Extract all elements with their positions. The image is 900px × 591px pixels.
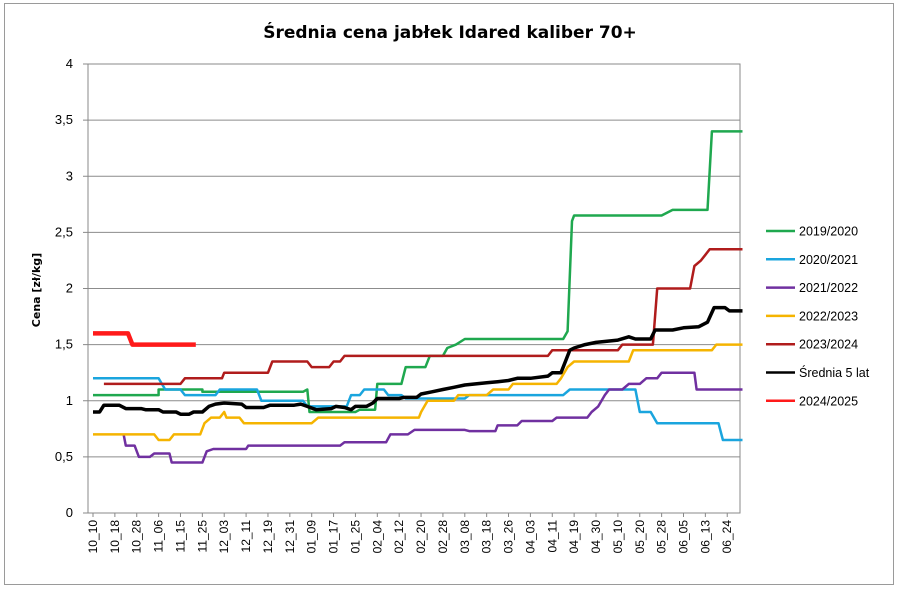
- x-tick-label: 11_25: [195, 520, 209, 553]
- y-tick-label: 2,5: [55, 224, 73, 239]
- series-lines: [93, 130, 743, 464]
- x-tick-label: 01_09: [305, 520, 319, 554]
- y-tick-label: 0: [66, 505, 73, 520]
- x-tick-label: 11_06: [152, 520, 166, 553]
- y-tick-label: 3: [66, 168, 73, 183]
- x-tick-label: 02_04: [370, 520, 384, 554]
- x-tick-label: 04_30: [589, 520, 603, 554]
- x-tick-label: 12_03: [217, 520, 231, 554]
- x-tick-label: 12_19: [261, 520, 275, 554]
- series-line: [93, 377, 743, 442]
- x-tick-label: 12_31: [283, 520, 297, 554]
- x-tick-label: 04_11: [545, 520, 559, 553]
- legend: 2019/2020 2020/2021 2021/2022 2022/2023 2023…: [766, 225, 870, 408]
- x-axis-ticks: 10_10 10_18 10_28 11_06 11_15 11_25 12_03 12_11…: [86, 513, 734, 553]
- x-tick-label: 02_12: [392, 520, 406, 554]
- y-axis-label: Cena [zł/kg]: [30, 253, 43, 327]
- y-tick-label: 1: [66, 393, 73, 408]
- legend-entry: 2024/2025: [799, 394, 858, 408]
- x-tick-label: 05_20: [633, 520, 647, 554]
- legend-entry: 2020/2021: [799, 253, 858, 267]
- series-line: [93, 331, 196, 347]
- x-tick-label: 04_19: [567, 520, 581, 554]
- gridlines: [88, 119, 740, 458]
- y-tick-label: 2: [66, 281, 73, 296]
- y-tick-label: 3,5: [55, 112, 73, 127]
- legend-entry: 2021/2022: [799, 281, 858, 295]
- x-tick-label: 06_24: [720, 520, 734, 554]
- x-tick-label: 11_15: [173, 520, 187, 553]
- legend-entry: 2022/2023: [799, 309, 858, 323]
- series-line: [93, 305, 743, 416]
- x-tick-label: 10_28: [130, 520, 144, 554]
- legend-entry: Średnia 5 lat: [799, 365, 870, 380]
- x-tick-label: 06_13: [698, 520, 712, 554]
- y-tick-label: 4: [66, 56, 73, 71]
- x-tick-label: 10_18: [108, 520, 122, 554]
- x-tick-label: 02_28: [436, 520, 450, 554]
- legend-entry: 2023/2024: [799, 338, 858, 352]
- x-tick-label: 05_10: [611, 520, 625, 554]
- x-tick-label: 02_20: [414, 520, 428, 554]
- series-line: [93, 130, 743, 414]
- y-tick-label: 0,5: [55, 449, 73, 464]
- x-tick-label: 10_10: [86, 520, 100, 554]
- x-tick-label: 03_26: [502, 520, 516, 554]
- x-tick-label: 01_25: [348, 520, 362, 554]
- chart-title: Średnia cena jabłek Idared kaliber 70+: [263, 21, 637, 43]
- series-line: [103, 247, 743, 386]
- legend-entry: 2019/2020: [799, 225, 858, 239]
- x-tick-label: 03_18: [480, 520, 494, 554]
- x-tick-label: 04_03: [523, 520, 537, 554]
- x-tick-label: 05_28: [655, 520, 669, 554]
- x-tick-label: 01_17: [327, 520, 341, 554]
- y-axis-ticks: 0 0,5 1 1,5 2 2,5 3 3,5 4: [55, 56, 88, 520]
- chart-frame: [4, 3, 894, 585]
- x-tick-label: 06_05: [676, 520, 690, 554]
- y-tick-label: 1,5: [55, 337, 73, 352]
- series-line: [122, 371, 743, 464]
- x-tick-label: 03_08: [458, 520, 472, 554]
- x-tick-label: 12_11: [239, 520, 253, 553]
- series-line: [93, 343, 743, 442]
